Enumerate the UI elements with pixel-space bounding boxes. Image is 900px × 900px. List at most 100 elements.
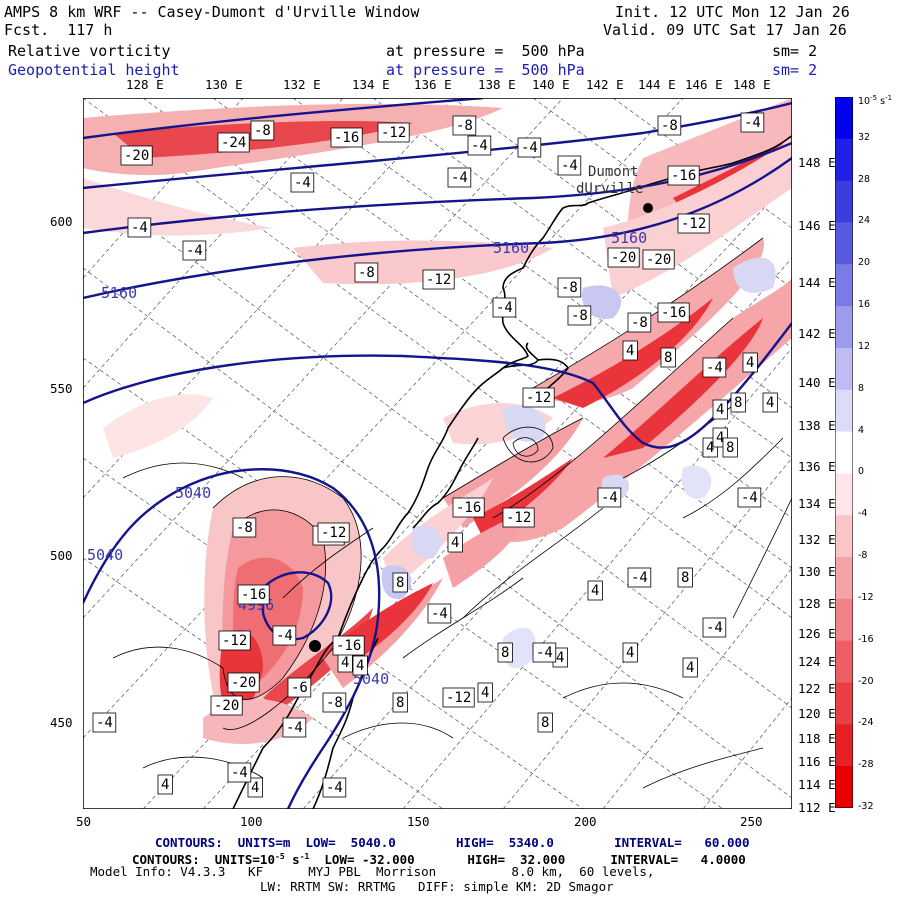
- vorticity-label: 4: [766, 395, 774, 411]
- vorticity-label: -4: [96, 715, 113, 731]
- vorticity-label: -4: [536, 645, 553, 661]
- vorticity-label: -4: [294, 175, 311, 191]
- vorticity-label-box: [737, 487, 762, 508]
- lon-label-right: 114 E: [798, 777, 836, 792]
- lon-label-top: 148 E: [733, 77, 771, 92]
- vorticity-label-box: [730, 392, 746, 413]
- colorbar-label: 8: [858, 382, 865, 394]
- colorbar-swatch: [835, 598, 853, 642]
- vorticity-label: 4: [481, 685, 489, 701]
- vorticity-label-box: [247, 777, 263, 798]
- vorticity-label: -16: [336, 638, 361, 654]
- vorticity-label: -12: [506, 510, 531, 526]
- vorticity-label: -20: [611, 250, 636, 266]
- vorticity-label-box: [622, 340, 638, 361]
- model-info: Model Info: V4.3.3 KF MYJ PBL Morrison 8…: [90, 864, 655, 879]
- vorticity-label-box: [677, 213, 710, 234]
- vorticity-label-box: [557, 277, 582, 298]
- vorticity-label-box: [627, 567, 652, 588]
- vorticity-label: 4: [716, 430, 724, 446]
- vorticity-label-box: [657, 302, 690, 323]
- lon-label-top: 130 E: [205, 77, 243, 92]
- field1-level: at pressure = 500 hPa: [386, 42, 585, 60]
- colorbar-swatch: [835, 347, 853, 391]
- vorticity-label-box: [92, 712, 117, 733]
- colorbar-swatch: [835, 222, 853, 265]
- field1-name: Relative vorticity: [8, 42, 171, 60]
- plot-title: AMPS 8 km WRF -- Casey-Dumont d'Urville …: [4, 3, 420, 21]
- vorticity-label: 4: [706, 440, 714, 456]
- vorticity-label: -20: [214, 698, 239, 714]
- vorticity-contours: [112, 237, 792, 789]
- y-axis-label: 450: [50, 715, 73, 730]
- field2-level: at pressure = 500 hPa: [386, 61, 585, 79]
- colorbar-swatch: [835, 138, 853, 182]
- lon-label-right: 128 E: [798, 596, 836, 611]
- lon-label-top: 138 E: [478, 77, 516, 92]
- vorticity-label-box: [587, 580, 603, 601]
- colorbar-label: -20: [858, 675, 874, 687]
- forecast-hour: Fcst. 117 h: [4, 21, 113, 39]
- vorticity-label-box: [537, 712, 553, 733]
- vorticity-label-box: [392, 572, 408, 593]
- colorbar-label: 12: [858, 340, 871, 352]
- x-axis-label: 250: [740, 814, 763, 829]
- vorticity-label: -16: [671, 168, 696, 184]
- vorticity-label-box: [182, 240, 207, 261]
- colorbar-label: -16: [858, 633, 874, 645]
- height-label: 5160: [493, 239, 529, 257]
- vorticity-label-box: [607, 247, 640, 268]
- vorticity-label-box: [210, 695, 243, 716]
- colorbar-swatch: [835, 640, 853, 684]
- station-name: dUrville: [576, 181, 643, 197]
- colorbar-label: -4: [858, 508, 868, 520]
- colorbar-label: 28: [858, 173, 871, 185]
- vorticity-label: -4: [186, 243, 203, 259]
- vorticity-label-box: [442, 687, 475, 708]
- lon-label-right: 148 E: [798, 155, 836, 170]
- x-axis-label: 50: [76, 814, 92, 829]
- vorticity-label: 4: [451, 535, 459, 551]
- vorticity-label-box: [354, 262, 379, 283]
- vorticity-label: -4: [706, 360, 723, 376]
- vorticity-label-box: [447, 532, 463, 553]
- vorticity-label: 8: [396, 575, 404, 591]
- colorbar-label: 32: [858, 131, 871, 143]
- vorticity-label-box: [287, 677, 312, 698]
- vorticity-label-box: [227, 672, 260, 693]
- vorticity-label-box: [237, 584, 270, 605]
- vorticity-label: 4: [686, 660, 694, 676]
- vorticity-label: 8: [396, 695, 404, 711]
- vorticity-label: 4: [716, 402, 724, 418]
- vorticity-label: -4: [471, 138, 488, 154]
- vorticity-label-box: [660, 347, 676, 368]
- colorbar-label: -24: [858, 717, 874, 729]
- vorticity-label-box: [452, 497, 485, 518]
- lon-label-right: 134 E: [798, 496, 836, 511]
- x-axis-label: 200: [574, 814, 597, 829]
- vorticity-label: -8: [326, 695, 343, 711]
- vorticity-label-box: [622, 642, 638, 663]
- vorticity-label: -4: [744, 115, 761, 131]
- vorticity-label-box: [330, 127, 363, 148]
- vorticity-label-box: [712, 399, 728, 420]
- vorticity-label: -12: [446, 690, 471, 706]
- vorticity-label: -16: [456, 500, 481, 516]
- colorbar-label: 24: [858, 215, 871, 227]
- colorbar-label: 16: [858, 299, 871, 311]
- vorticity-label: -8: [661, 118, 678, 134]
- colorbar-unit: 10-5 s-1: [858, 94, 893, 108]
- vorticity-label-box: [682, 657, 698, 678]
- vorticity-label: -20: [231, 675, 256, 691]
- vorticity-label-box: [250, 120, 275, 141]
- vorticity-label-box: [392, 692, 408, 713]
- lon-label-top: 134 E: [352, 77, 390, 92]
- vorticity-label: -4: [496, 300, 513, 316]
- vorticity-label-box: [427, 603, 452, 624]
- colorbar-swatch: [835, 473, 853, 516]
- vorticity-label: 4: [626, 645, 634, 661]
- vorticity-contour-info: CONTOURS: UNITS=10-5 s-1 LOW= -32.000 HI…: [132, 852, 746, 868]
- vorticity-label: -4: [706, 620, 723, 636]
- colorbar-swatch: [835, 557, 853, 600]
- vorticity-label-box: [290, 172, 315, 193]
